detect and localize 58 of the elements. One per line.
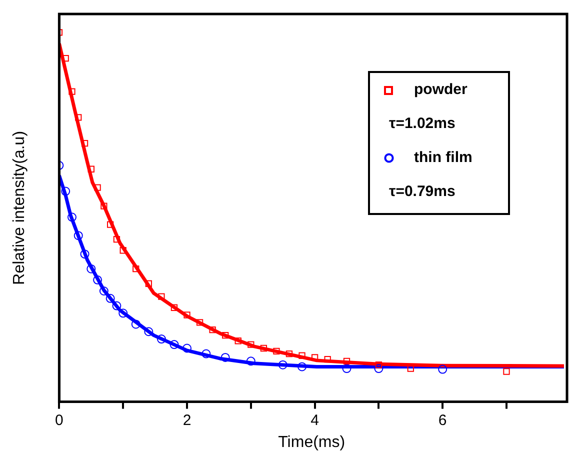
point [182, 344, 192, 353]
legend-label: powder [414, 81, 468, 98]
annotation: τ=0.79ms [389, 183, 456, 200]
point [273, 348, 280, 355]
point [61, 186, 70, 196]
point [113, 236, 120, 243]
x-tick-label: 4 [310, 412, 319, 429]
point [67, 212, 76, 222]
point [209, 326, 216, 334]
point [106, 294, 115, 303]
point [132, 266, 140, 272]
point [93, 275, 102, 284]
point [75, 114, 82, 121]
point [156, 334, 166, 344]
point [118, 308, 128, 318]
point [220, 352, 230, 362]
point [246, 356, 256, 366]
point [81, 140, 88, 147]
point [234, 338, 242, 344]
point [375, 362, 382, 368]
x-tick-label: 2 [182, 412, 192, 429]
point [158, 293, 165, 300]
point [145, 280, 152, 287]
point [131, 320, 140, 329]
point [120, 247, 126, 254]
point [184, 312, 190, 318]
point [278, 360, 288, 370]
point [99, 286, 108, 296]
point [100, 202, 108, 210]
point [74, 231, 83, 240]
point [438, 364, 448, 374]
x-tick-label: 6 [438, 412, 447, 429]
point [94, 184, 101, 191]
annotation: τ=1.02ms [389, 115, 456, 132]
point [112, 301, 122, 310]
point [324, 356, 331, 363]
legend-label: thin film [414, 149, 472, 166]
point [374, 364, 384, 374]
point [298, 362, 307, 372]
point [68, 88, 76, 95]
point [286, 350, 293, 358]
point [86, 264, 96, 274]
point [80, 250, 90, 259]
point [222, 332, 229, 339]
point [503, 368, 510, 375]
point [144, 327, 154, 336]
point [298, 352, 306, 359]
point [170, 304, 178, 311]
point [260, 344, 268, 352]
point [196, 319, 204, 326]
point [202, 349, 211, 358]
point [248, 341, 254, 348]
point [342, 364, 352, 374]
point [170, 340, 179, 350]
x-axis-title: Time(ms) [278, 434, 346, 451]
point [343, 358, 350, 364]
x-tick-label: 0 [55, 412, 64, 429]
y-axis-title: Relative intensity(a.u) [11, 130, 28, 285]
